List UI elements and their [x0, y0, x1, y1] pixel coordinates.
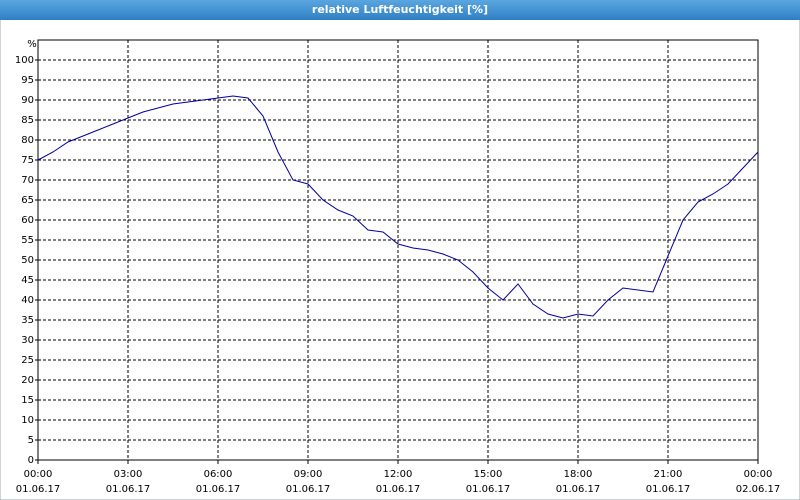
x-tick-label: 18:00 [564, 469, 593, 480]
y-tick-label: 80 [21, 135, 34, 146]
x-tick-label: 00:00 [744, 469, 773, 480]
y-tick-label: 55 [21, 235, 34, 246]
y-tick-label: 0 [28, 455, 34, 466]
x-tick-label: 03:00 [114, 469, 143, 480]
data-line [37, 95, 759, 319]
y-tick-label: 30 [21, 335, 34, 346]
x-tick-date: 01.06.17 [286, 484, 331, 495]
y-tick-label: 100 [15, 55, 34, 66]
x-tick-date: 02.06.17 [736, 484, 781, 495]
y-tick-label: 60 [21, 215, 34, 226]
y-tick-label: 95 [21, 75, 34, 86]
x-tick-date: 01.06.17 [466, 484, 511, 495]
y-tick-label: 85 [21, 115, 34, 126]
x-tick-date: 01.06.17 [646, 484, 691, 495]
y-tick-label: 20 [21, 375, 34, 386]
x-tick-date: 01.06.17 [106, 484, 151, 495]
x-tick-label: 09:00 [294, 469, 323, 480]
y-tick-label: 70 [21, 175, 34, 186]
x-tick-label: 12:00 [384, 469, 413, 480]
y-tick-label: 90 [21, 95, 34, 106]
y-tick-label: 35 [21, 315, 34, 326]
y-tick-label: 65 [21, 195, 34, 206]
y-tick-label: 45 [21, 275, 34, 286]
x-tick-label: 00:00 [24, 469, 53, 480]
x-tick-label: 21:00 [654, 469, 683, 480]
x-tick-date: 01.06.17 [376, 484, 421, 495]
plot-frame [37, 39, 759, 461]
chart-title: relative Luftfeuchtigkeit [%] [312, 3, 488, 16]
x-tick-label: 15:00 [474, 469, 503, 480]
y-tick-label: 25 [21, 355, 34, 366]
y-tick-label: 75 [21, 155, 34, 166]
y-tick-label: 5 [28, 435, 34, 446]
y-tick-label: 50 [21, 255, 34, 266]
y-unit: % [27, 39, 37, 50]
y-tick-label: 10 [21, 415, 34, 426]
x-tick-date: 01.06.17 [16, 484, 61, 495]
title-bar [0, 0, 800, 20]
y-tick-label: 15 [21, 395, 34, 406]
y-tick-label: 40 [21, 295, 34, 306]
x-tick-date: 01.06.17 [556, 484, 601, 495]
x-tick-label: 06:00 [204, 469, 233, 480]
x-tick-date: 01.06.17 [196, 484, 241, 495]
